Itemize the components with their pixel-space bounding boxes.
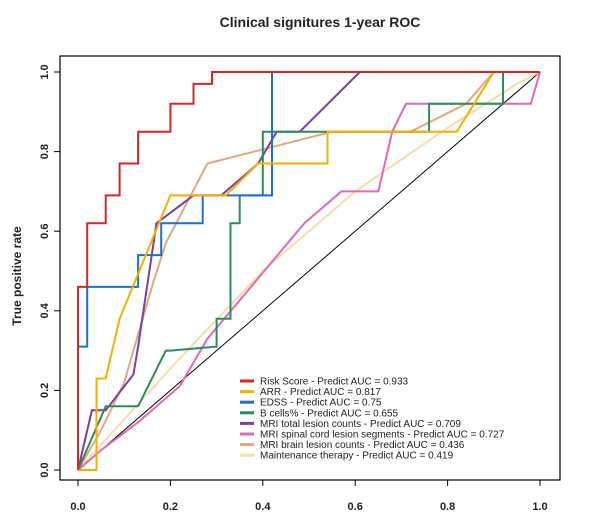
legend-entry: ARR - Predict AUC = 0.817 bbox=[260, 387, 381, 398]
legend-entry: B cells% - Predict AUC = 0.655 bbox=[260, 408, 399, 419]
y-tick-label: 0.2 bbox=[39, 383, 51, 398]
series-line-3 bbox=[77, 71, 540, 470]
series-line-1 bbox=[77, 71, 540, 470]
plot-frame bbox=[59, 55, 561, 481]
series-line-4 bbox=[77, 71, 540, 471]
y-axis: 0.0 0.2 0.4 0.6 0.8 1.0 bbox=[39, 64, 60, 478]
y-tick-label: 1.0 bbox=[39, 64, 51, 79]
legend-entry: MRI total lesion counts - Predict AUC = … bbox=[260, 419, 461, 430]
plot-area bbox=[59, 55, 561, 481]
x-tick-label: 0.8 bbox=[440, 501, 455, 513]
x-tick-label: 0.0 bbox=[70, 501, 85, 513]
x-tick-label: 0.2 bbox=[163, 501, 178, 513]
legend-entry: Risk Score - Predict AUC = 0.933 bbox=[260, 377, 409, 388]
x-tick-label: 0.4 bbox=[255, 501, 271, 513]
chart-title: Clinical signitures 1-year ROC bbox=[220, 14, 421, 30]
y-tick-label: 0.6 bbox=[39, 224, 51, 239]
series-line-2 bbox=[78, 71, 540, 471]
y-axis-label: True positive rate bbox=[10, 226, 24, 326]
legend-entry: MRI brain lesion counts - Predict AUC = … bbox=[260, 440, 465, 451]
legend-entry: EDSS - Predict AUC = 0.75 bbox=[260, 398, 382, 409]
reference-diagonal-line bbox=[77, 71, 541, 471]
y-tick-label: 0.4 bbox=[39, 302, 51, 318]
x-axis: 0.0 0.2 0.4 0.6 0.8 1.0 bbox=[70, 480, 548, 513]
x-tick-label: 0.6 bbox=[348, 501, 363, 513]
x-tick-label: 1.0 bbox=[532, 501, 547, 513]
legend-entry: Maintenance therapy - Predict AUC = 0.41… bbox=[260, 451, 454, 462]
legend-entry: MRI spinal cord lesion segments - Predic… bbox=[260, 430, 505, 441]
y-tick-label: 0.8 bbox=[39, 144, 51, 159]
y-tick-label: 0.0 bbox=[39, 462, 51, 477]
